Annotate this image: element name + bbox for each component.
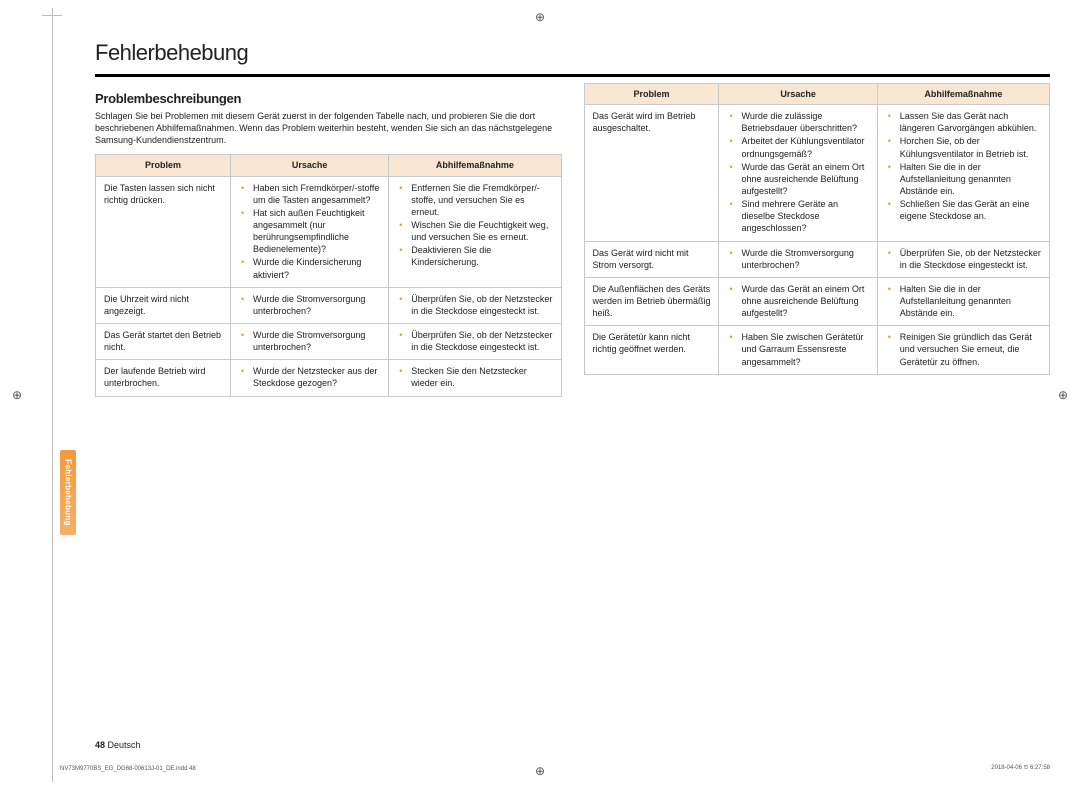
cell-problem: Die Tasten lassen sich nicht richtig drü… xyxy=(96,176,231,287)
list-item: Lassen Sie das Gerät nach längeren Garvo… xyxy=(886,110,1043,134)
right-column: Problem Ursache Abhilfemaßnahme Das Gerä… xyxy=(584,83,1051,397)
th-action: Abhilfemaßnahme xyxy=(877,84,1049,105)
page-lang: Deutsch xyxy=(108,740,141,750)
table-row: Die Uhrzeit wird nicht angezeigt. Wurde d… xyxy=(96,287,562,323)
cell-action: Überprüfen Sie, ob der Netzstecker in di… xyxy=(389,287,561,323)
intro-paragraph: Schlagen Sie bei Problemen mit diesem Ge… xyxy=(95,110,562,146)
cell-problem: Das Gerät startet den Betrieb nicht. xyxy=(96,323,231,359)
cell-cause: Haben sich Fremdkörper/-stoffe um die Ta… xyxy=(230,176,388,287)
th-problem: Problem xyxy=(96,155,231,176)
th-action: Abhilfemaßnahme xyxy=(389,155,561,176)
cell-action: Halten Sie die in der Aufstellanleitung … xyxy=(877,277,1049,325)
list-item: Entfernen Sie die Fremdkörper/-stoffe, u… xyxy=(397,182,554,218)
list-item: Sind mehrere Geräte an dieselbe Steckdos… xyxy=(727,198,870,234)
list-item: Stecken Sie den Netzstecker wieder ein. xyxy=(397,365,554,389)
list-item: Halten Sie die in der Aufstellanleitung … xyxy=(886,161,1043,197)
list-item: Reinigen Sie gründlich das Gerät und ver… xyxy=(886,331,1043,367)
list-item: Wurde die Kindersicherung aktiviert? xyxy=(239,256,382,280)
cell-problem: Der laufende Betrieb wird unterbrochen. xyxy=(96,360,231,396)
list-item: Überprüfen Sie, ob der Netzstecker in di… xyxy=(397,329,554,353)
troubleshoot-table-right: Problem Ursache Abhilfemaßnahme Das Gerä… xyxy=(584,83,1051,375)
list-item: Horchen Sie, ob der Kühlungsventilator i… xyxy=(886,135,1043,159)
cell-problem: Die Uhrzeit wird nicht angezeigt. xyxy=(96,287,231,323)
list-item: Schließen Sie das Gerät an eine eigene S… xyxy=(886,198,1043,222)
page-number: 48 xyxy=(95,740,105,750)
cell-action: Überprüfen Sie, ob der Netzstecker in di… xyxy=(389,323,561,359)
list-item: Wurde die Stromversorgung unterbrochen? xyxy=(239,293,382,317)
th-problem: Problem xyxy=(584,84,719,105)
list-item: Haben sich Fremdkörper/-stoffe um die Ta… xyxy=(239,182,382,206)
cell-action: Stecken Sie den Netzstecker wieder ein. xyxy=(389,360,561,396)
cell-cause: Wurde die Stromversorgung unterbrochen? xyxy=(719,241,877,277)
table-row: Die Tasten lassen sich nicht richtig drü… xyxy=(96,176,562,287)
table-row: Der laufende Betrieb wird unterbrochen. W… xyxy=(96,360,562,396)
section-tab-label: Fehlerbehebung xyxy=(64,459,73,525)
list-item: Überprüfen Sie, ob der Netzstecker in di… xyxy=(886,247,1043,271)
troubleshoot-table-left: Problem Ursache Abhilfemaßnahme Die Tast… xyxy=(95,154,562,396)
cell-action: Überprüfen Sie, ob der Netzstecker in di… xyxy=(877,241,1049,277)
tbody-right: Das Gerät wird im Betrieb ausgeschaltet.… xyxy=(584,105,1050,375)
footer-timestamp: 2018-04-06 ⏲ 6:27:58 xyxy=(991,765,1050,772)
list-item: Halten Sie die in der Aufstellanleitung … xyxy=(886,283,1043,319)
cell-cause: Wurde die Stromversorgung unterbrochen? xyxy=(230,323,388,359)
cell-action: Lassen Sie das Gerät nach längeren Garvo… xyxy=(877,105,1049,241)
table-row: Die Außenflächen des Geräts werden im Be… xyxy=(584,277,1050,325)
cell-problem: Die Gerätetür kann nicht richtig geöffne… xyxy=(584,326,719,374)
section-subtitle: Problembeschreibungen xyxy=(95,91,562,106)
list-item: Hat sich außen Feuchtigkeit angesammelt … xyxy=(239,207,382,256)
table-row: Das Gerät wird nicht mit Strom versorgt.… xyxy=(584,241,1050,277)
list-item: Deaktivieren Sie die Kindersicherung. xyxy=(397,244,554,268)
cell-cause: Haben Sie zwischen Gerätetür und Garraum… xyxy=(719,326,877,374)
section-tab: Fehlerbehebung xyxy=(60,450,76,535)
list-item: Wischen Sie die Feuchtigkeit weg, und ve… xyxy=(397,219,554,243)
list-item: Überprüfen Sie, ob der Netzstecker in di… xyxy=(397,293,554,317)
cell-action: Entfernen Sie die Fremdkörper/-stoffe, u… xyxy=(389,176,561,287)
list-item: Haben Sie zwischen Gerätetür und Garraum… xyxy=(727,331,870,367)
list-item: Arbeitet der Kühlungsventilator ordnungs… xyxy=(727,135,870,159)
title-rule xyxy=(95,74,1050,77)
cell-cause: Wurde die zulässige Betriebsdauer übersc… xyxy=(719,105,877,241)
list-item: Wurde die Stromversorgung unterbrochen? xyxy=(727,247,870,271)
tbody-left: Die Tasten lassen sich nicht richtig drü… xyxy=(96,176,562,396)
cell-cause: Wurde das Gerät an einem Ort ohne ausrei… xyxy=(719,277,877,325)
cell-problem: Das Gerät wird im Betrieb ausgeschaltet. xyxy=(584,105,719,241)
cell-problem: Das Gerät wird nicht mit Strom versorgt. xyxy=(584,241,719,277)
page-container: Fehlerbehebung Problembeschreibungen Sch… xyxy=(0,0,1080,790)
list-item: Wurde das Gerät an einem Ort ohne ausrei… xyxy=(727,161,870,197)
table-row: Die Gerätetür kann nicht richtig geöffne… xyxy=(584,326,1050,374)
cell-cause: Wurde die Stromversorgung unterbrochen? xyxy=(230,287,388,323)
list-item: Wurde das Gerät an einem Ort ohne ausrei… xyxy=(727,283,870,319)
page-title: Fehlerbehebung xyxy=(95,40,1050,72)
table-row: Das Gerät wird im Betrieb ausgeschaltet.… xyxy=(584,105,1050,241)
list-item: Wurde die Stromversorgung unterbrochen? xyxy=(239,329,382,353)
cell-action: Reinigen Sie gründlich das Gerät und ver… xyxy=(877,326,1049,374)
two-column-layout: Problembeschreibungen Schlagen Sie bei P… xyxy=(95,83,1050,397)
th-cause: Ursache xyxy=(719,84,877,105)
table-row: Das Gerät startet den Betrieb nicht. Wurd… xyxy=(96,323,562,359)
cell-problem: Die Außenflächen des Geräts werden im Be… xyxy=(584,277,719,325)
footer-filepath: NV73M9770BS_EG_DG68-00613J-01_DE.indd 48 xyxy=(60,766,196,772)
cell-cause: Wurde der Netzstecker aus der Steckdose … xyxy=(230,360,388,396)
page-number-block: 48 Deutsch xyxy=(95,740,141,750)
list-item: Wurde der Netzstecker aus der Steckdose … xyxy=(239,365,382,389)
th-cause: Ursache xyxy=(230,155,388,176)
left-column: Problembeschreibungen Schlagen Sie bei P… xyxy=(95,83,562,397)
list-item: Wurde die zulässige Betriebsdauer übersc… xyxy=(727,110,870,134)
